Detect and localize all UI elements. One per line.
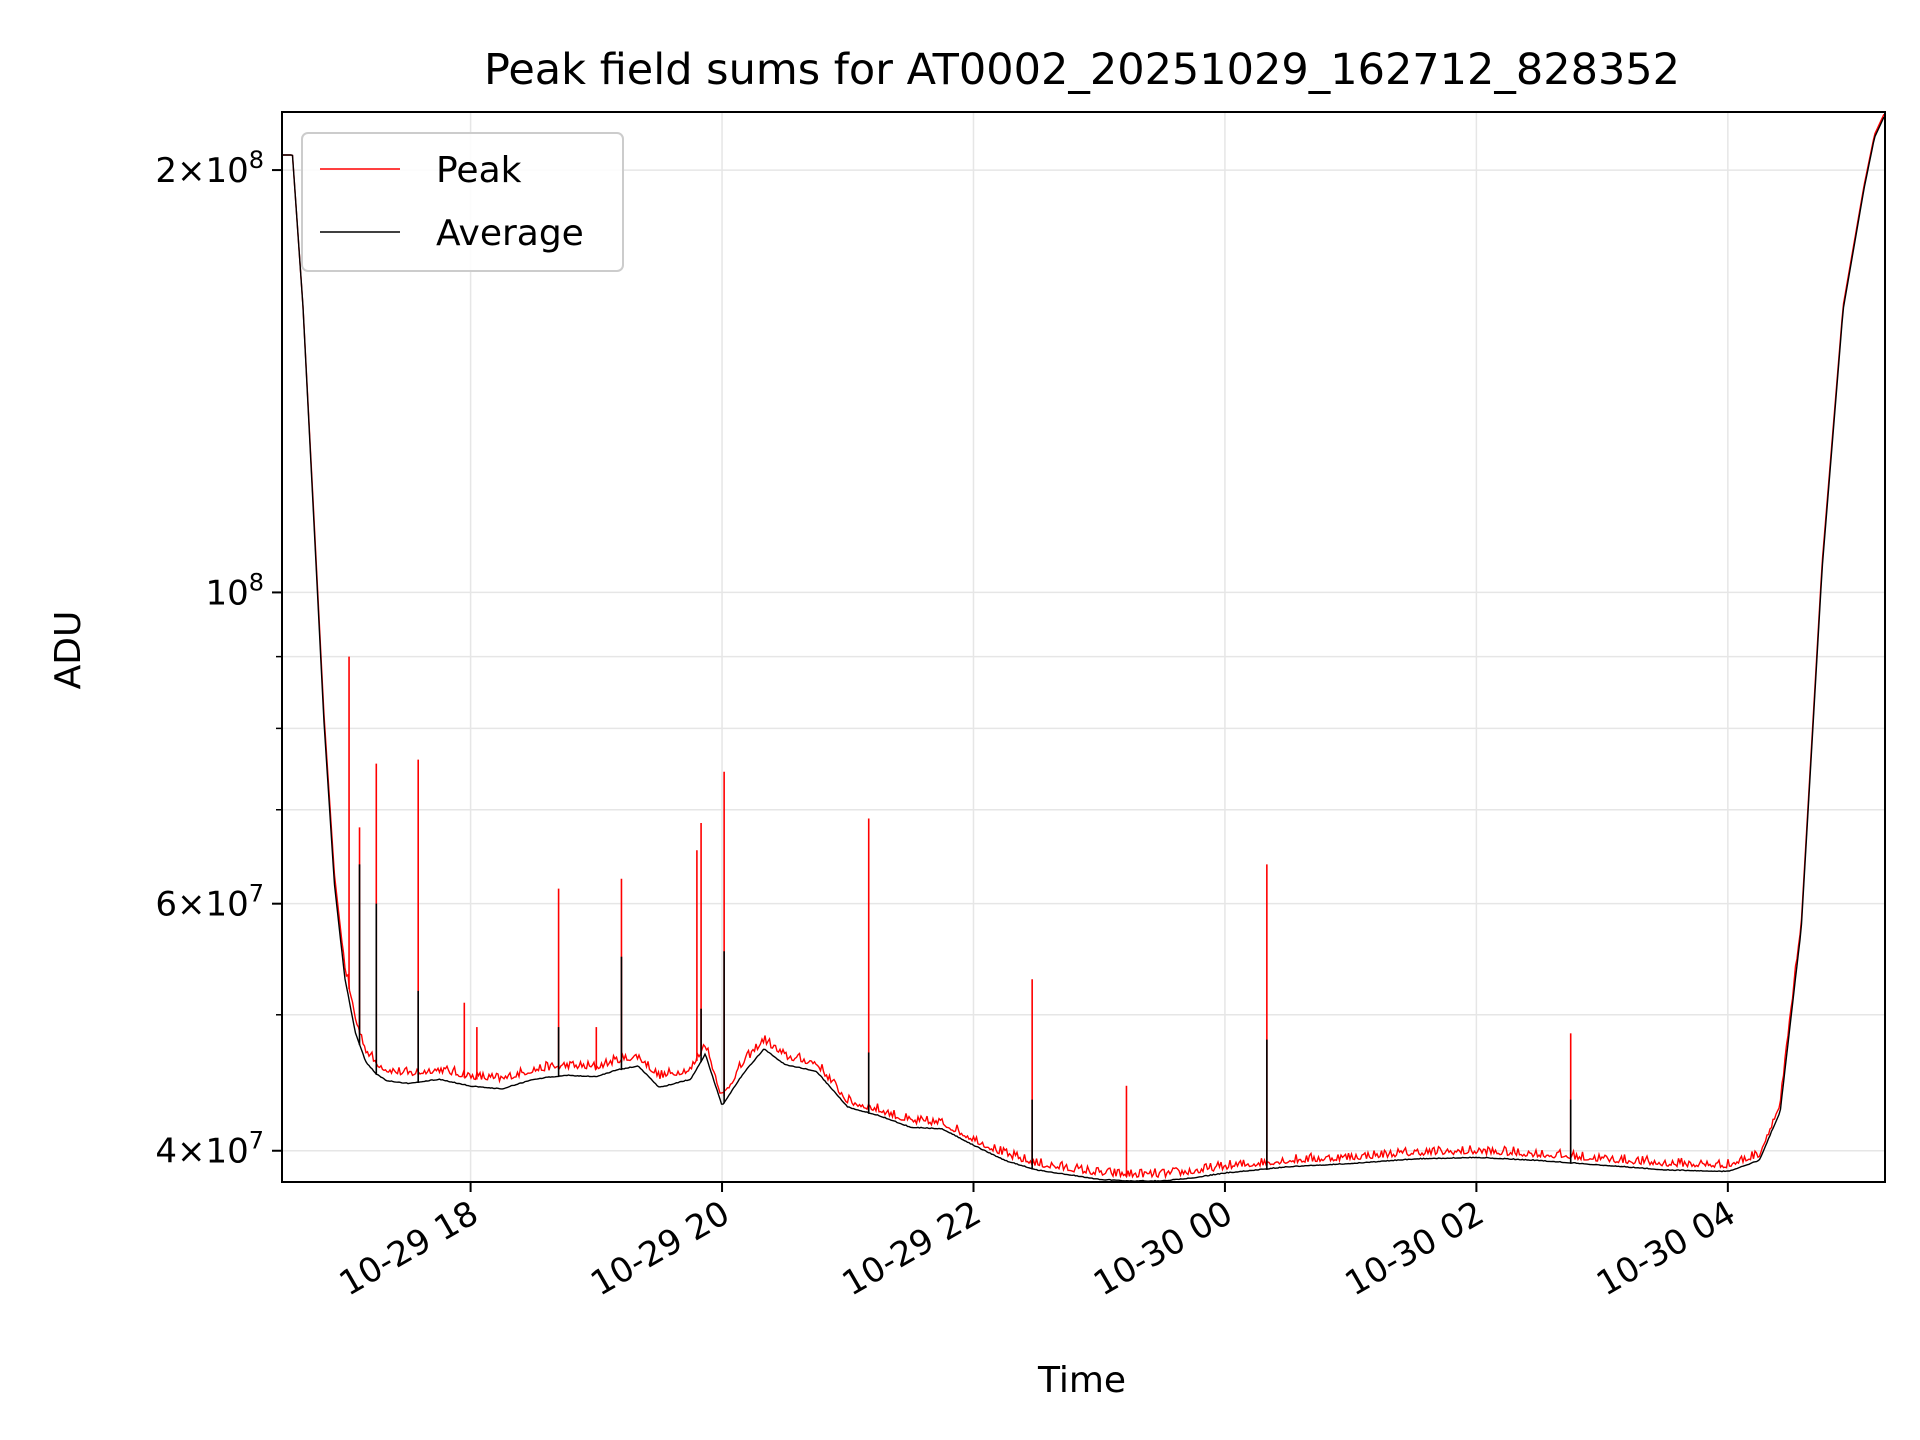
y-axis-label: ADU <box>48 611 89 690</box>
grid-lines <box>282 112 1885 1182</box>
y-tick-label: 4×107 <box>155 1127 264 1172</box>
plot-frame <box>281 111 1886 1183</box>
series-layer <box>282 113 1885 1182</box>
legend: Peak Average <box>301 132 624 272</box>
average-series-line <box>282 116 1885 1182</box>
y-axis: 4×107 6×107 108 2×108 <box>155 146 282 1172</box>
y-tick-label: 2×108 <box>155 146 264 191</box>
x-axis-label: Time <box>1037 1360 1126 1401</box>
chart-title: Peak field sums for AT0002_20251029_1627… <box>484 45 1680 95</box>
legend-label-peak: Peak <box>436 150 522 191</box>
legend-box <box>301 132 624 272</box>
peak-series-line <box>282 113 1885 1180</box>
legend-label-average: Average <box>436 213 584 254</box>
y-tick-label: 6×107 <box>155 880 264 925</box>
y-tick-label: 108 <box>205 568 264 613</box>
